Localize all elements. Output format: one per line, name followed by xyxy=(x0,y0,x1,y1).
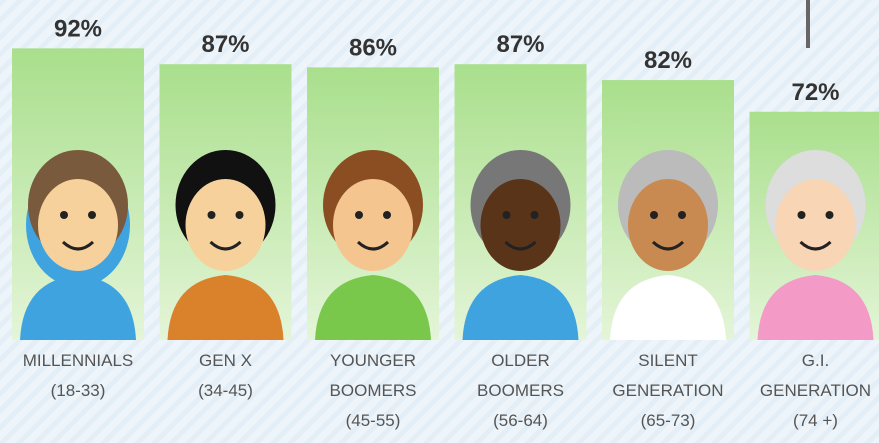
character-face xyxy=(38,179,118,271)
character-eye xyxy=(797,211,806,219)
character-eye xyxy=(355,211,363,219)
value-label: 86% xyxy=(349,34,397,61)
character-eye xyxy=(383,211,391,219)
character-eye xyxy=(235,211,244,219)
value-label: 87% xyxy=(201,31,249,58)
character-face xyxy=(775,179,856,271)
value-label: 92% xyxy=(54,15,102,42)
x-tick-label: G.I. xyxy=(802,351,829,370)
character-smile xyxy=(799,240,832,251)
value-label: 87% xyxy=(496,31,544,58)
character-eye xyxy=(825,211,834,219)
x-tick-label: GENERATION xyxy=(612,381,723,400)
character-body xyxy=(167,275,284,340)
x-tick-label: SILENT xyxy=(638,351,698,370)
character-eye xyxy=(502,211,511,219)
character-smile xyxy=(504,240,537,251)
character-smile xyxy=(651,240,685,251)
character-face xyxy=(333,179,413,271)
character-smile xyxy=(209,240,242,251)
x-tick-label: (74 +) xyxy=(793,411,838,430)
character-body xyxy=(20,275,136,340)
character-body xyxy=(610,275,726,340)
character-eye xyxy=(207,211,216,219)
x-tick-label: OLDER xyxy=(491,351,550,370)
character-eye xyxy=(530,211,539,219)
character-face xyxy=(628,179,708,271)
x-tick-label: (45-55) xyxy=(346,411,401,430)
character-face xyxy=(185,179,266,271)
x-tick-label: (18-33) xyxy=(51,381,106,400)
x-tick-label: YOUNGER xyxy=(330,351,416,370)
x-tick-label: (34-45) xyxy=(198,381,253,400)
character-eye xyxy=(88,211,96,219)
character-eye xyxy=(650,211,658,219)
character-eye xyxy=(60,211,68,219)
x-tick-label: MILLENNIALS xyxy=(23,351,134,370)
character-smile xyxy=(61,240,95,251)
character-smile xyxy=(356,240,390,251)
character-body xyxy=(757,275,874,340)
character-body xyxy=(315,275,431,340)
x-tick-label: GENERATION xyxy=(760,381,871,400)
character-body xyxy=(462,275,579,340)
x-tick-label: (56-64) xyxy=(493,411,548,430)
value-label: 72% xyxy=(791,79,839,106)
x-tick-label: (65-73) xyxy=(641,411,696,430)
value-label: 82% xyxy=(644,47,692,74)
x-tick-label: GEN X xyxy=(199,351,252,370)
character-eye xyxy=(678,211,686,219)
character-face xyxy=(480,179,561,271)
x-tick-label: BOOMERS xyxy=(330,381,417,400)
x-tick-label: BOOMERS xyxy=(477,381,564,400)
